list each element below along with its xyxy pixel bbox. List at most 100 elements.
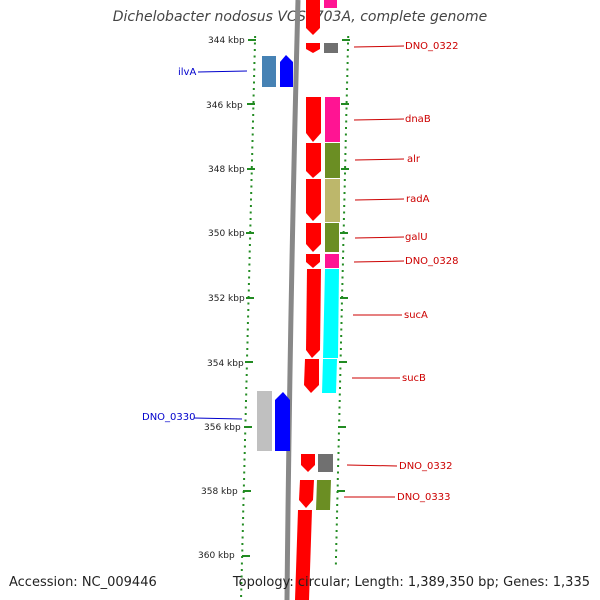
tick-dot: [244, 406, 247, 409]
kbp-label: 346 kbp: [206, 101, 243, 111]
tick-dot: [342, 237, 345, 240]
tick-dot: [338, 393, 341, 396]
tick-dot: [340, 322, 343, 324]
tick-guides: [240, 36, 350, 597]
tick-dot: [245, 380, 248, 383]
kbp-label: 344 kbp: [208, 36, 245, 46]
gene-feature[interactable]: DNO_0322: [306, 41, 459, 53]
gene-arrow: [275, 392, 290, 451]
gene-leader: [354, 198, 405, 201]
gene-feature[interactable]: ilvA: [178, 55, 293, 87]
gene-feature[interactable]: sucB: [304, 359, 426, 393]
kbp-labels: 344 kbp 346 kbp 348 kbp 350 kbp 352 kbp …: [198, 36, 245, 561]
tick-dot: [240, 582, 243, 584]
tick-dot: [247, 283, 250, 285]
gene-feature[interactable]: DNO_0332: [301, 454, 453, 472]
tick-dot: [342, 257, 344, 259]
gene-feature[interactable]: alr: [306, 143, 421, 178]
tick-dot: [344, 133, 347, 136]
tick-dot: [341, 263, 344, 266]
kbp-label: 360 kbp: [198, 551, 235, 561]
tick-dot: [252, 88, 255, 90]
tick-dot: [338, 400, 341, 402]
tick-dot: [253, 81, 255, 84]
gene-feature[interactable]: DNO_0330: [142, 391, 290, 451]
footer-stats: Topology: circular; Length: 1,389,350 bp…: [232, 575, 590, 590]
tick-dot: [243, 458, 246, 461]
tick-dot: [341, 270, 344, 272]
gene-cog-bar: [323, 269, 339, 358]
tick-dot: [344, 146, 347, 149]
gene-cog-bar: [257, 391, 272, 451]
tick-dot: [251, 146, 254, 149]
tick-dot: [241, 543, 244, 545]
tick-dot: [338, 419, 341, 422]
tick-dot: [246, 354, 249, 357]
tick-dot: [339, 380, 342, 383]
tick-dot: [253, 42, 256, 45]
gene-feature[interactable]: DNO_0333: [299, 480, 451, 510]
tick-dot: [243, 445, 246, 448]
kbp-label: 356 kbp: [204, 423, 241, 433]
tick-dot: [344, 159, 347, 162]
tick-dot: [252, 120, 254, 123]
gene-feature[interactable]: sucA: [306, 269, 428, 358]
tick-dot: [338, 413, 341, 415]
gene-feature[interactable]: DNO_0328: [306, 254, 459, 268]
tick-dot: [246, 341, 249, 344]
gene-leader: [353, 45, 405, 48]
tick-dot: [249, 224, 252, 227]
tick-dot: [252, 114, 255, 116]
gene-cog-bar: [325, 143, 340, 178]
gene-feature[interactable]: [295, 510, 312, 600]
gene-arrow: [280, 55, 293, 87]
tick-dot: [245, 367, 248, 370]
gene-feature[interactable]: radA: [306, 179, 430, 222]
tick-dot: [247, 289, 250, 292]
tick-dot: [252, 101, 255, 103]
tick-dot: [335, 543, 338, 545]
tick-dot: [240, 588, 243, 591]
tick-dot: [342, 224, 345, 227]
gene-feature[interactable]: galU: [306, 223, 428, 252]
gene-cog-bar: [324, 0, 337, 8]
tick-dot: [246, 335, 249, 337]
gene-leader: [354, 158, 405, 161]
tick-dot: [337, 445, 340, 448]
tick-dot: [246, 328, 249, 331]
gene-cog-bar: [316, 480, 331, 510]
tick-dot: [341, 276, 344, 279]
tick-dot: [243, 478, 246, 480]
tick-dot: [346, 49, 349, 51]
tick-dot: [250, 198, 252, 201]
tick-dot: [253, 62, 256, 64]
tick-dot: [248, 244, 251, 246]
tick-dot: [249, 218, 252, 220]
tick-dot: [345, 114, 348, 116]
tick-dot: [247, 315, 250, 318]
tick-dot: [249, 237, 252, 240]
tick-dot: [250, 185, 253, 188]
tick-dot: [335, 536, 338, 539]
gene-label: DNO_0333: [397, 492, 451, 503]
tick-dot: [249, 205, 252, 207]
tick-dot: [339, 374, 342, 376]
tick-dot: [242, 484, 245, 487]
kbp-label: 352 kbp: [208, 294, 245, 304]
gene-leader: [353, 260, 405, 263]
gene-arrow: [295, 510, 312, 600]
tick-dot: [249, 211, 252, 214]
tick-dot: [335, 530, 338, 532]
gene-feature[interactable]: dnaB: [306, 97, 431, 142]
gene-label: alr: [407, 154, 421, 165]
gene-feature[interactable]: [306, 0, 337, 35]
tick-dot: [244, 419, 247, 422]
gene-label: sucB: [402, 373, 426, 384]
tick-dot: [336, 484, 339, 487]
tick-dot: [251, 153, 254, 155]
tick-dot: [240, 569, 243, 571]
tick-dot: [346, 62, 349, 64]
tick-dot: [250, 166, 253, 168]
tick-dot: [343, 179, 346, 181]
